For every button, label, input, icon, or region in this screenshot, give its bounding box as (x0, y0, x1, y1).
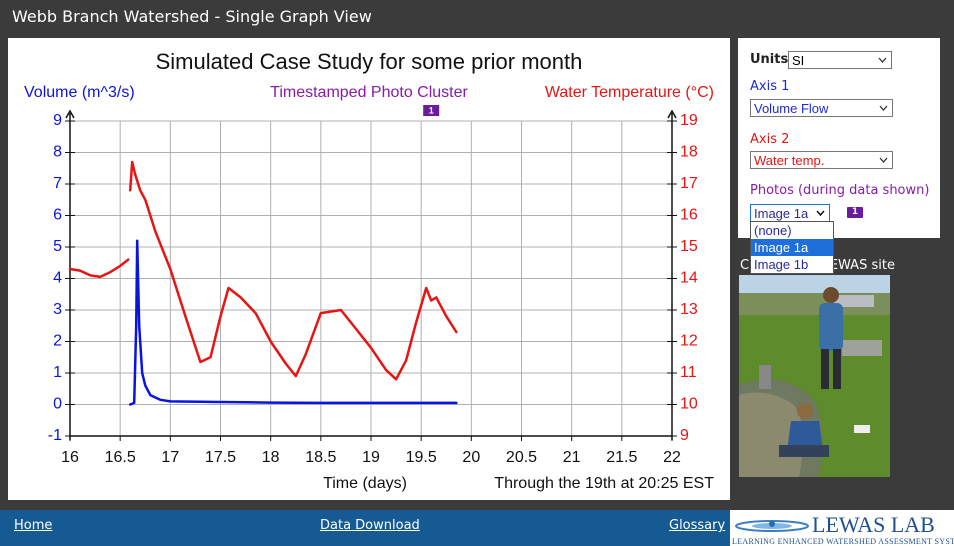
photo-cluster-label: Timestamped Photo Cluster (270, 84, 468, 101)
y2-axis-label: Water Temperature (°C) (545, 84, 714, 101)
y-tick-label: 7 (53, 175, 62, 192)
photos-label: Photos (during data shown) (750, 183, 929, 198)
units-label: Units (750, 52, 788, 67)
x-tick-label: 20.5 (506, 449, 537, 466)
y2-tick-label: 10 (680, 396, 698, 413)
y-tick-label: 6 (53, 207, 62, 224)
y2-tick-label: 17 (680, 175, 698, 192)
logo-subtitle: LEARNING ENHANCED WATERSHED ASSESSMENT S… (732, 537, 954, 546)
x-tick-label: 19.5 (406, 449, 437, 466)
photo-marker-label: 1 (429, 105, 434, 115)
footer-link[interactable]: Data Download (320, 518, 420, 533)
dropdown-option[interactable]: Image 1a (751, 239, 833, 256)
chevron (816, 210, 825, 216)
x-tick-label: 18.5 (305, 449, 336, 466)
x-tick-label: 21.5 (606, 449, 637, 466)
footer-link[interactable]: Home (14, 518, 52, 533)
units-select[interactable]: SI (788, 51, 892, 69)
series-line (130, 241, 456, 405)
x-tick-label: 16.5 (105, 449, 136, 466)
logo[interactable]: LEWAS LAB LEARNING ENHANCED WATERSHED AS… (730, 510, 954, 546)
axis2-label: Axis 2 (750, 132, 789, 147)
x-tick-label: 22 (663, 449, 681, 466)
y2-tick-label: 19 (680, 112, 698, 129)
chart-title: Simulated Case Study for some prior mont… (156, 49, 583, 74)
axis1-select[interactable]: Volume Flow (750, 99, 893, 117)
x-tick-label: 17 (161, 449, 179, 466)
y2-tick-label: 11 (680, 364, 697, 381)
y2-tick-label: 13 (680, 301, 698, 318)
site-photo[interactable] (739, 275, 890, 477)
y-tick-label: 1 (53, 364, 62, 381)
x-axis-label: Time (days) (323, 475, 407, 492)
chevron (879, 157, 888, 163)
axis2-select[interactable]: Water temp. (750, 151, 893, 169)
axis1-label: Axis 1 (750, 79, 789, 94)
y-tick-label: 9 (53, 112, 62, 129)
y2-tick-label: 14 (680, 270, 698, 287)
page: {"header": {"title": "Webb Branch Waters… (0, 0, 954, 546)
series-line (70, 162, 456, 379)
control-panel: Units SI Axis 1 Volume Flow Axis 2 Water… (738, 38, 940, 238)
top-bar: Webb Branch Watershed - Single Graph Vie… (0, 0, 954, 34)
y2-tick-label: 15 (680, 238, 698, 255)
y-tick-label: 5 (53, 238, 62, 255)
y-axis-label: Volume (m^3/s) (24, 84, 135, 101)
dropdown-option[interactable]: Image 1b (751, 256, 833, 273)
axis1-value: Volume Flow (754, 101, 828, 116)
photo-dropdown: (none) Image 1a Image 1b (750, 221, 834, 274)
x-tick-label: 16 (61, 449, 79, 466)
chart: Simulated Case Study for some prior mont… (8, 38, 730, 500)
photos-value: Image 1a (754, 206, 808, 221)
logo-text: LEWAS LAB (812, 512, 935, 538)
units-value: SI (792, 53, 804, 68)
x-tick-label: 18 (262, 449, 280, 466)
footer-link[interactable]: Glossary (669, 518, 725, 533)
y2-tick-label: 9 (680, 427, 689, 444)
photo-badge[interactable]: 1 (847, 207, 863, 218)
y-tick-label: 0 (53, 396, 62, 413)
axis2-value: Water temp. (754, 153, 824, 168)
dropdown-option[interactable]: (none) (751, 222, 833, 239)
y-tick-label: 4 (53, 270, 62, 287)
y-tick-label: -1 (48, 427, 62, 444)
y2-tick-label: 18 (680, 144, 698, 161)
photos-select[interactable]: Image 1a (750, 204, 830, 222)
y-tick-label: 8 (53, 144, 62, 161)
y2-tick-label: 12 (680, 333, 698, 350)
annotation: Through the 19th at 20:25 EST (494, 475, 714, 492)
y-tick-label: 2 (53, 333, 62, 350)
y2-tick-label: 16 (680, 207, 698, 224)
x-tick-label: 19 (362, 449, 380, 466)
x-tick-label: 21 (563, 449, 581, 466)
x-tick-label: 17.5 (205, 449, 236, 466)
chevron (879, 105, 888, 111)
chevron (878, 57, 887, 63)
y-tick-label: 3 (53, 301, 62, 318)
x-tick-label: 20 (462, 449, 480, 466)
page-title: Webb Branch Watershed - Single Graph Vie… (12, 7, 372, 26)
footer: Home Data Download Glossary LEWAS LAB LE… (0, 510, 954, 546)
